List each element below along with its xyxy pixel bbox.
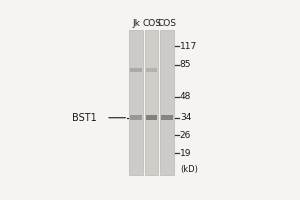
Bar (146, 68, 158, 72)
Bar (146, 115, 158, 120)
Bar (161, 115, 173, 120)
Text: 19: 19 (180, 149, 191, 158)
Text: COS: COS (142, 19, 161, 28)
Text: 26: 26 (180, 131, 191, 140)
Text: 34: 34 (180, 113, 191, 122)
Text: (kD): (kD) (180, 165, 198, 174)
Bar (130, 68, 142, 72)
Text: 117: 117 (180, 42, 197, 51)
Text: 48: 48 (180, 92, 191, 101)
Text: Jk: Jk (132, 19, 140, 28)
Text: 85: 85 (180, 60, 191, 69)
Bar (160, 30, 174, 175)
Bar (130, 115, 142, 120)
Text: BST1: BST1 (72, 113, 97, 123)
Text: COS: COS (158, 19, 176, 28)
Bar (129, 30, 143, 175)
Bar (145, 30, 158, 175)
